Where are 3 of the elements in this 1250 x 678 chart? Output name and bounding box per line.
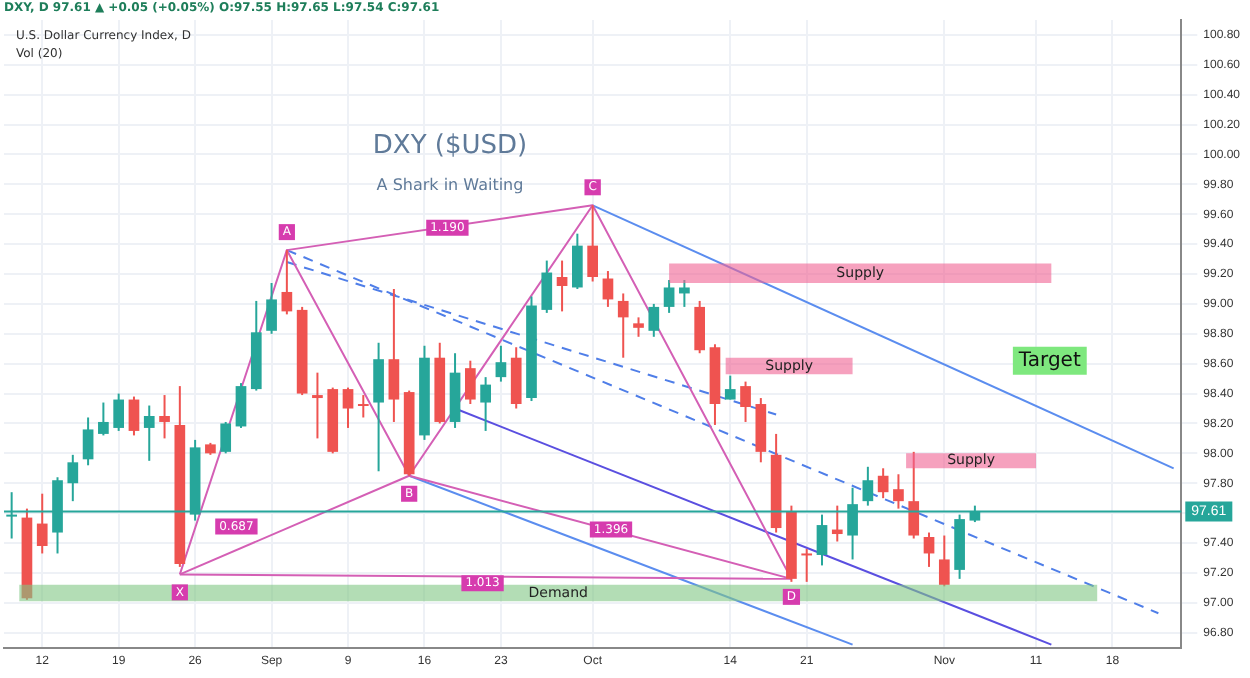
text: A Shark in Waiting — [376, 176, 524, 195]
text: DXY ($USD) — [372, 130, 528, 161]
annotation: Target — [1016, 349, 1081, 372]
